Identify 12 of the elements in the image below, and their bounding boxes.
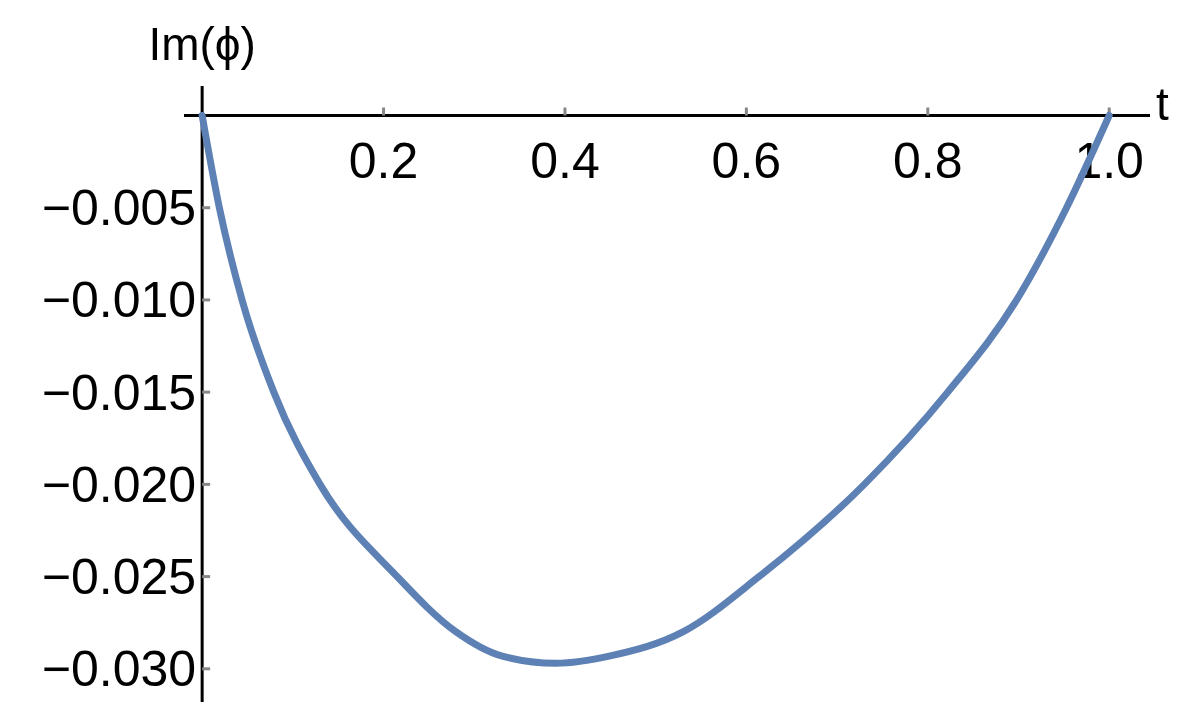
y-tick-label: −0.010: [41, 272, 197, 329]
x-tick-label: 0.2: [348, 132, 419, 189]
y-tick-label: −0.025: [41, 549, 197, 606]
x-axis-title: t: [1156, 78, 1169, 131]
y-tick-label: −0.020: [41, 456, 197, 513]
x-tick-label: 0.4: [530, 132, 600, 189]
y-tick-label: −0.030: [41, 641, 197, 698]
y-tick-label: −0.005: [41, 180, 197, 237]
y-tick-label: −0.015: [41, 364, 197, 421]
x-tick-label: 0.8: [893, 132, 963, 189]
y-axis-title: Im(ϕ): [148, 18, 256, 70]
x-tick-label: 0.6: [711, 132, 782, 189]
